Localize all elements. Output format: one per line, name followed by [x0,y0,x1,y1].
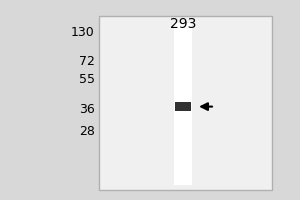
Text: 36: 36 [79,103,95,116]
FancyBboxPatch shape [175,102,191,111]
Text: 28: 28 [79,125,95,138]
Text: 55: 55 [79,73,95,86]
FancyBboxPatch shape [174,23,191,185]
Text: 293: 293 [170,17,196,31]
Text: 72: 72 [79,55,95,68]
Text: 130: 130 [71,26,95,39]
FancyBboxPatch shape [99,16,272,190]
